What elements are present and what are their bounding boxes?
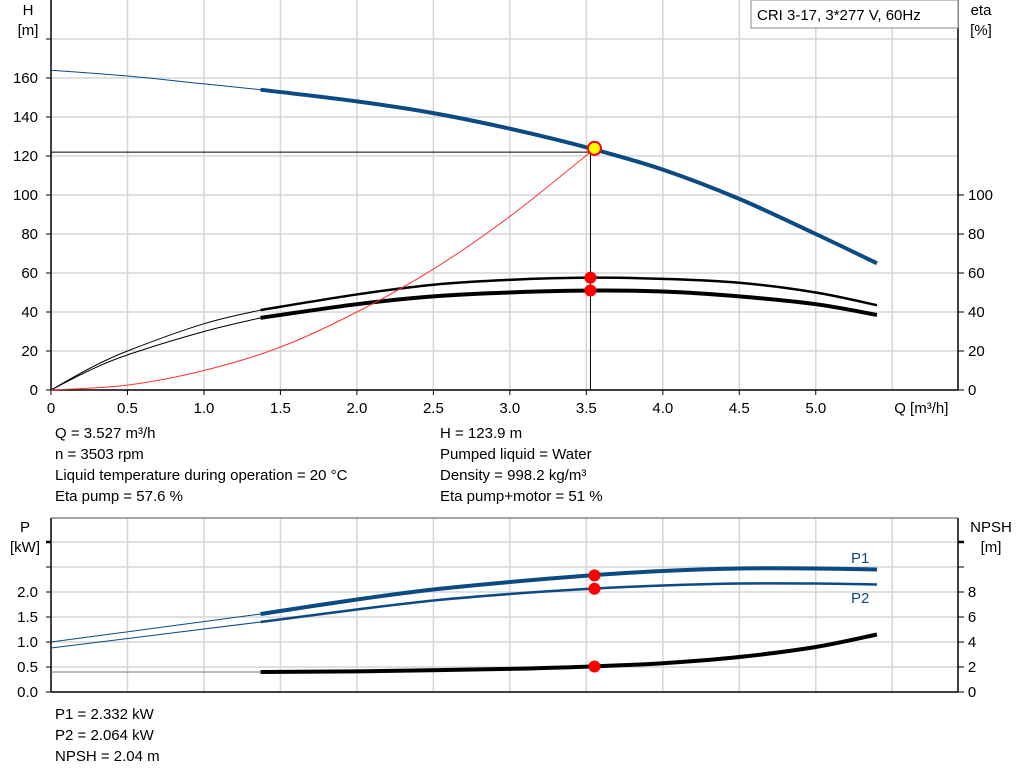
y-tick-label-right: 60	[968, 265, 985, 282]
info-p2: P2 = 2.064 kW	[55, 727, 154, 744]
y-tick-label-right: 4	[968, 634, 976, 651]
y-axis-label-right: NPSH	[970, 519, 1012, 536]
y-tick-label-left: 140	[13, 109, 38, 126]
x-tick-label: 0	[47, 400, 55, 417]
y-tick-label-left: 0	[30, 382, 38, 399]
y-tick-label-left: 80	[21, 226, 38, 243]
p1-curve-extrapolated	[50, 613, 261, 643]
y-tick-label-left: 60	[21, 265, 38, 282]
head-curve	[260, 87, 878, 266]
y-tick-label-left: 40	[21, 304, 38, 321]
y-tick-label-right: 6	[968, 609, 976, 626]
x-tick-label: 2.5	[423, 400, 444, 417]
info-head: H = 123.9 m	[440, 425, 523, 442]
y-axis-label-right: eta	[971, 2, 993, 19]
x-tick-label: 2.0	[346, 400, 367, 417]
head-curve-extrapolated	[50, 69, 261, 91]
y-tick-label-right: 100	[968, 187, 993, 204]
p2-curve-extrapolated	[50, 621, 261, 649]
y-tick-label-left: 20	[21, 343, 38, 360]
head-duty-point	[586, 140, 602, 156]
y-tick-label-right: 0	[968, 684, 976, 701]
x-tick-label: 5.0	[805, 400, 826, 417]
x-tick-label: 3.0	[499, 400, 520, 417]
p2-series-label: P2	[851, 590, 869, 607]
x-tick-label: 3.5	[576, 400, 597, 417]
y-tick-label-left: 0.5	[17, 659, 38, 676]
p2-curve	[260, 582, 877, 624]
y-tick-label-right: 40	[968, 304, 985, 321]
p1-series-label: P1	[851, 550, 869, 567]
info-bottom: P1 = 2.332 kW P2 = 2.064 kW NPSH = 2.04 …	[55, 704, 160, 767]
info-temperature: Liquid temperature during operation = 20…	[55, 467, 348, 484]
x-tick-label: 4.0	[652, 400, 673, 417]
y-tick-label-left: 2.0	[17, 584, 38, 601]
npsh-curve	[260, 632, 878, 674]
eta-total-duty-point	[584, 284, 597, 297]
y-axis-unit-left: [kW]	[10, 539, 40, 556]
info-top-right: H = 123.9 m Pumped liquid = Water Densit…	[440, 423, 603, 507]
info-eta-total: Eta pump+motor = 51 %	[440, 488, 603, 505]
legend-title: CRI 3-17, 3*277 V, 60Hz	[757, 7, 921, 24]
p2-duty-point	[588, 582, 601, 595]
eta_total-curve-extrapolated	[50, 317, 261, 391]
y-tick-label-left: 120	[13, 148, 38, 165]
y-tick-label-right: 80	[968, 226, 985, 243]
x-tick-label: 1.0	[194, 400, 215, 417]
eta_pump-curve-extrapolated	[50, 309, 261, 391]
y-tick-label-left: 0.0	[17, 684, 38, 701]
y-tick-label-right: 2	[968, 659, 976, 676]
y-axis-unit-right: [m]	[981, 539, 1002, 556]
y-tick-label-right: 8	[968, 584, 976, 601]
info-top-left: Q = 3.527 m³/h n = 3503 rpm Liquid tempe…	[55, 423, 347, 507]
y-axis-label-left: H	[23, 2, 34, 19]
system-curve	[50, 151, 591, 391]
y-tick-label-left: 1.0	[17, 634, 38, 651]
info-flow: Q = 3.527 m³/h	[55, 425, 156, 442]
info-eta-pump: Eta pump = 57.6 %	[55, 488, 183, 505]
y-axis-unit-right: [%]	[970, 22, 992, 39]
info-density: Density = 998.2 kg/m³	[440, 467, 587, 484]
npsh-duty-point	[588, 660, 601, 673]
x-tick-label: 0.5	[117, 400, 138, 417]
x-tick-label: 1.5	[270, 400, 291, 417]
y-tick-label-left: 160	[13, 70, 38, 87]
x-axis-label: Q [m³/h]	[894, 400, 948, 417]
y-tick-label-right: 20	[968, 343, 985, 360]
info-p1: P1 = 2.332 kW	[55, 706, 154, 723]
p1-duty-point	[588, 569, 601, 582]
y-axis-label-left: P	[20, 519, 30, 536]
y-axis-unit-left: [m]	[18, 22, 39, 39]
info-speed: n = 3503 rpm	[55, 446, 144, 463]
y-tick-label-right: 0	[968, 382, 976, 399]
eta-pump-duty-point	[584, 271, 597, 284]
y-tick-label-left: 100	[13, 187, 38, 204]
y-tick-label-left: 1.5	[17, 609, 38, 626]
legend-box	[750, 0, 959, 29]
x-tick-label: 4.5	[729, 400, 750, 417]
info-liquid: Pumped liquid = Water	[440, 446, 592, 463]
info-npsh: NPSH = 2.04 m	[55, 748, 160, 765]
